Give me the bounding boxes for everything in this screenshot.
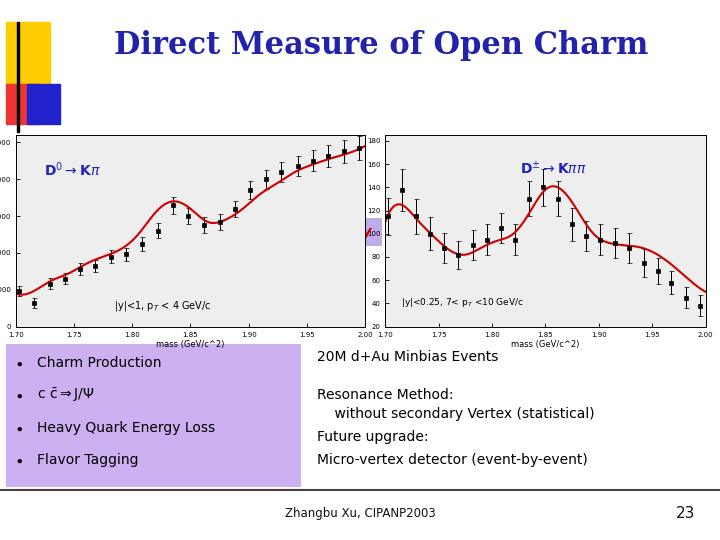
- Text: Resonance Method:: Resonance Method:: [317, 388, 454, 402]
- Text: D$^{\pm}$$\rightarrow$K$\pi\pi$: D$^{\pm}$$\rightarrow$K$\pi\pi$: [520, 160, 587, 177]
- Text: $\bullet$: $\bullet$: [14, 420, 23, 435]
- Text: Charm Production: Charm Production: [37, 356, 162, 370]
- Text: c $\bar{\rm c}$$\Rightarrow$J/$\Psi$: c $\bar{\rm c}$$\Rightarrow$J/$\Psi$: [37, 386, 95, 404]
- Text: 20M d+Au Minbias Events: 20M d+Au Minbias Events: [317, 350, 498, 365]
- Text: without secondary Vertex (statistical): without secondary Vertex (statistical): [317, 407, 595, 421]
- Text: STAR Preliminary: STAR Preliminary: [237, 225, 372, 239]
- Text: |y|<1, p$_T$ < 4 GeV/c: |y|<1, p$_T$ < 4 GeV/c: [114, 299, 211, 313]
- Text: Heavy Quark Energy Loss: Heavy Quark Energy Loss: [37, 421, 215, 435]
- Text: D$^0$$\rightarrow$K$\pi$: D$^0$$\rightarrow$K$\pi$: [44, 160, 100, 179]
- Text: $\bullet$: $\bullet$: [14, 388, 23, 403]
- Text: Future upgrade:: Future upgrade:: [317, 430, 428, 444]
- Bar: [27, 84, 60, 124]
- Text: 23: 23: [675, 505, 695, 521]
- Bar: [6, 344, 301, 487]
- Text: Micro-vertex detector (event-by-event): Micro-vertex detector (event-by-event): [317, 453, 588, 467]
- Text: $\bullet$: $\bullet$: [14, 355, 23, 370]
- Bar: [6, 22, 50, 84]
- Text: |y|<0.25, 7< p$_T$ <10 GeV/c: |y|<0.25, 7< p$_T$ <10 GeV/c: [401, 296, 524, 309]
- Bar: [227, 218, 382, 246]
- Text: Zhangbu Xu, CIPANP2003: Zhangbu Xu, CIPANP2003: [284, 507, 436, 519]
- Text: Flavor Tagging: Flavor Tagging: [37, 453, 139, 467]
- X-axis label: mass (GeV/c^2): mass (GeV/c^2): [156, 340, 225, 349]
- Text: Direct Measure of Open Charm: Direct Measure of Open Charm: [114, 30, 649, 62]
- Bar: [6, 84, 38, 124]
- X-axis label: mass (GeV/c^2): mass (GeV/c^2): [511, 340, 580, 349]
- Text: $\bullet$: $\bullet$: [14, 453, 23, 468]
- Bar: [17, 22, 19, 132]
